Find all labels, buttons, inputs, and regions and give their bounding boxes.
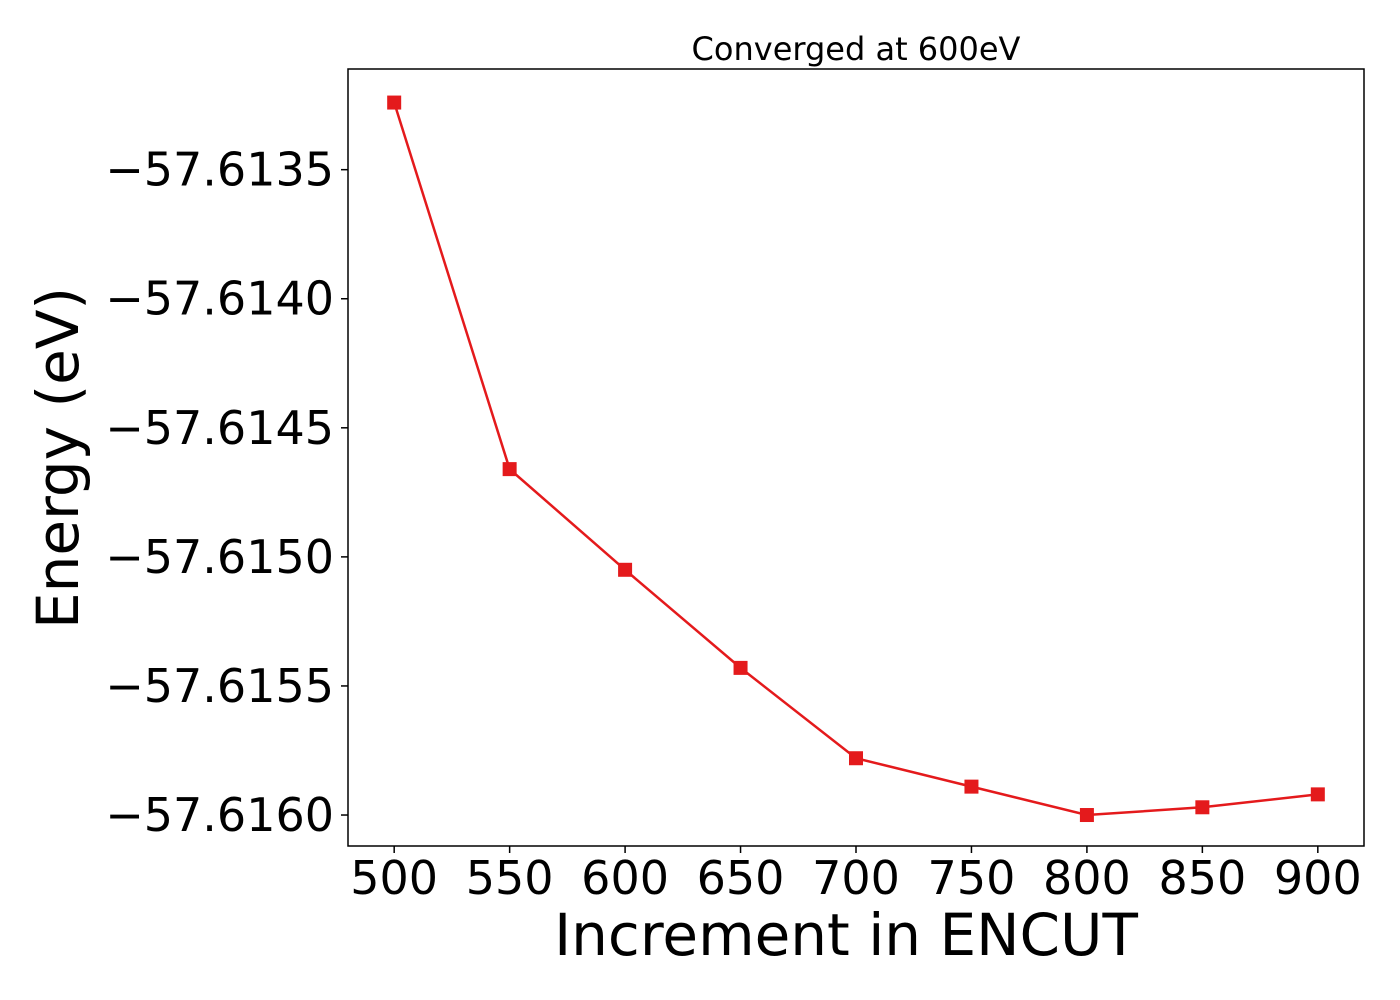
y-tick-label: −57.6145 (105, 401, 334, 455)
data-point-marker (618, 562, 633, 577)
x-tick-label: 800 (1043, 851, 1131, 905)
y-tick-label: −57.6155 (105, 659, 334, 713)
x-tick-label: 750 (928, 851, 1016, 905)
y-tick-label: −57.6140 (105, 272, 334, 326)
data-point-marker (387, 95, 402, 110)
data-point-marker (964, 779, 979, 794)
plot-frame (347, 68, 1365, 847)
x-tick-label: 500 (350, 851, 438, 905)
x-tick-label: 650 (697, 851, 785, 905)
chart-title: Converged at 600eV (692, 30, 1021, 68)
data-point-marker (849, 751, 863, 766)
x-tick-label: 900 (1274, 851, 1362, 905)
data-point-marker (1310, 787, 1325, 802)
y-tick-label: −57.6135 (105, 143, 334, 197)
y-tick-label: −57.6150 (105, 530, 334, 584)
y-axis-title: Energy (eV) (24, 287, 92, 629)
x-tick-label: 850 (1158, 851, 1246, 905)
data-point-marker (502, 462, 517, 477)
x-tick-label: 550 (466, 851, 554, 905)
data-point-marker (1195, 800, 1210, 815)
y-tick-label: −57.6160 (105, 788, 334, 842)
series-line (392, 102, 1318, 817)
x-axis-title: Increment in ENCUT (554, 901, 1138, 969)
x-tick-label: 600 (581, 851, 669, 905)
x-axis: 500 550 600 650 700 750 800 850 900 (350, 846, 1362, 905)
data-point-marker (1079, 808, 1094, 823)
plot-area (387, 95, 1325, 823)
data-point-marker (733, 660, 748, 675)
y-axis: −57.6135 −57.6140 −57.6145 −57.6150 −57.6155… (105, 143, 348, 842)
x-tick-label: 700 (812, 851, 900, 905)
